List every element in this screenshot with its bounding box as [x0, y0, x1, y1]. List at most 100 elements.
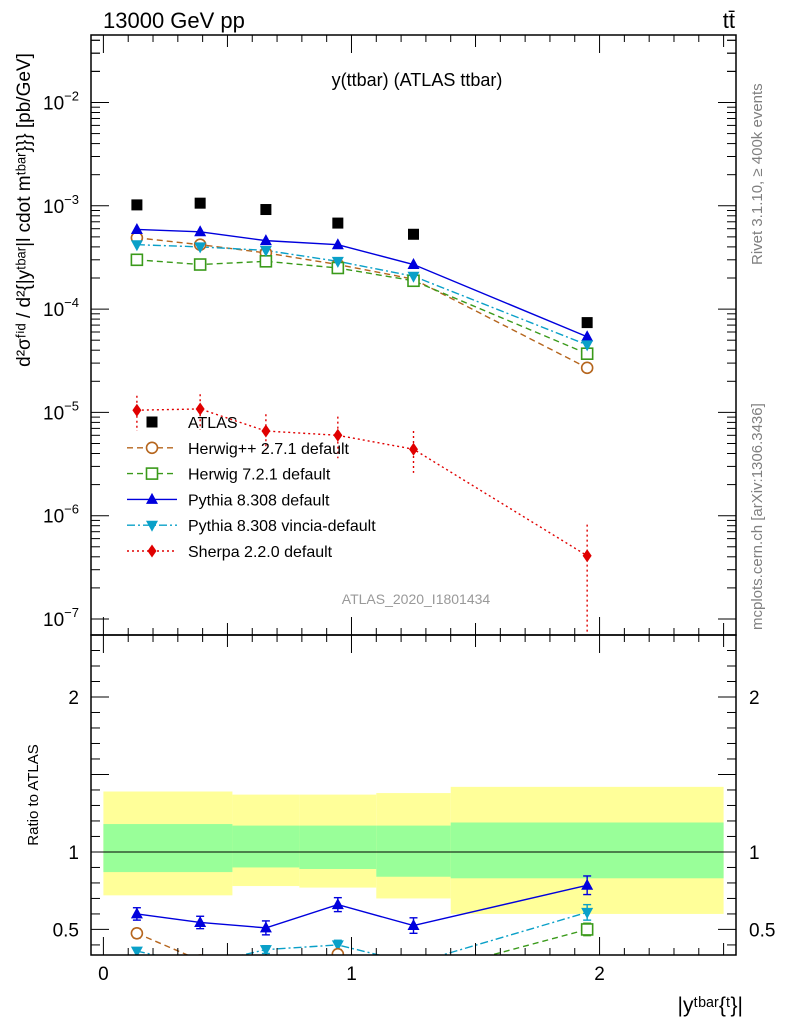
main-marker-3	[331, 238, 344, 250]
legend-marker	[147, 544, 157, 558]
ratio-y-tick-label-left: 0.5	[53, 920, 79, 941]
rivet-version-label: Rivet 3.1.10, ≥ 400k events	[749, 83, 766, 265]
ratio-x-tick-label: 1	[346, 964, 357, 985]
ratio-y-axis-label: Ratio to ATLAS	[25, 744, 42, 845]
main-marker-4	[331, 256, 344, 268]
main-series-line-2	[136, 259, 588, 355]
main-y-tick-label: 10−6	[43, 502, 79, 528]
ratio-marker-2	[196, 954, 204, 955]
main-y-tick-label: 10−3	[43, 192, 79, 218]
legend-marker	[145, 441, 159, 455]
ratio-marker-0	[407, 919, 420, 931]
main-marker-5	[195, 402, 205, 416]
x-axis-label: |yᵗᵇᵃʳ{ᵗ}|	[678, 994, 743, 1017]
main-y-tick-label: 10−2	[43, 88, 79, 114]
ratio-y-tick-label-right: 2	[749, 688, 760, 709]
ratio-marker-1	[130, 946, 143, 955]
ratio-series-line-1	[136, 911, 588, 955]
legend-marker	[146, 520, 158, 532]
legend-marker	[146, 416, 158, 428]
main-marker-4	[581, 340, 594, 352]
ratio-band-inner	[376, 825, 451, 877]
legend-entry-label: Pythia 8.308 vincia-default	[188, 518, 376, 535]
mcplots-label: mcplots.cern.ch [arXiv:1306.3436]	[749, 403, 766, 630]
legend-entry-label: Herwig++ 2.7.1 default	[188, 441, 350, 458]
main-marker-0	[332, 217, 344, 229]
ratio-x-tick-label: 0	[98, 964, 109, 985]
main-marker-4	[407, 271, 420, 283]
main-y-tick-label: 10−7	[43, 605, 79, 631]
ratio-band-inner	[232, 825, 300, 868]
analysis-watermark: ATLAS_2020_I1801434	[342, 591, 491, 607]
main-marker-5	[132, 403, 142, 417]
main-marker-0	[408, 228, 419, 240]
ratio-marker-3	[332, 970, 343, 981]
ratio-band-inner	[450, 822, 724, 879]
ratio-marker-2	[331, 947, 345, 955]
ratio-marker-2	[582, 970, 593, 981]
ratio-marker-1	[408, 959, 420, 970]
ratio-marker-2	[260, 963, 271, 974]
ratio-marker-3	[408, 970, 419, 981]
main-series-line-1	[136, 237, 588, 369]
ratio-marker-1	[331, 940, 344, 952]
main-marker-3	[259, 234, 272, 246]
ratio-x-tick-label: 2	[594, 964, 605, 985]
ratio-tick-labels: 0.5 0.5 1 1 2 2 0 1 2	[53, 688, 776, 985]
main-marker-3	[581, 330, 594, 342]
ratio-axis-ticks	[91, 634, 736, 955]
main-marker-2	[193, 258, 207, 271]
legend-entry-label: Herwig 7.2.1 default	[188, 467, 331, 484]
ratio-y-tick-label-right: 1	[749, 843, 760, 864]
ratio-marker-0	[331, 898, 344, 910]
main-plot: 10−7 10−6 10−5 10−4 10−3 10−2 y(ttbar) (ATLAS…	[14, 34, 737, 636]
main-marker-3	[407, 258, 420, 270]
main-marker-5	[582, 549, 592, 563]
main-marker-2	[130, 253, 144, 267]
main-marker-5	[261, 424, 271, 438]
main-y-tick-labels: 10−7 10−6 10−5 10−4 10−3 10−2	[43, 88, 79, 631]
main-axis-ticks	[91, 35, 736, 635]
legend-marker	[145, 467, 159, 480]
ratio-plot: 0.5 0.5 1 1 2 2 0 1 2 Ratio to ATLAS |yᵗᵇᵃʳ{ᵗ}|	[25, 634, 776, 1017]
ratio-marker-1	[581, 907, 594, 919]
ratio-marker-0	[259, 921, 272, 933]
legend-entry-label: ATLAS	[188, 415, 238, 432]
main-marker-0	[581, 317, 593, 329]
ratio-series-line-3	[488, 928, 588, 955]
main-y-tick-label: 10−4	[43, 295, 79, 321]
ratio-marker-0	[581, 878, 594, 890]
main-series-line-4	[136, 244, 588, 346]
main-marker-5	[409, 442, 418, 456]
main-marker-1	[580, 361, 594, 375]
process-label: tt̄	[723, 8, 735, 33]
legend-entry-label: Sherpa 2.2.0 default	[188, 544, 333, 561]
main-markers	[130, 197, 594, 563]
legend-marker	[146, 492, 158, 504]
legend-entry-label: Pythia 8.308 default	[188, 492, 330, 509]
main-marker-5	[333, 428, 343, 442]
ratio-y-tick-label-left: 1	[68, 843, 79, 864]
ratio-marker-3	[260, 970, 271, 981]
ratio-marker-3	[195, 970, 206, 981]
ratio-marker-2	[130, 927, 144, 940]
main-marker-3	[130, 222, 143, 234]
ratio-uncertainty-bands	[103, 786, 724, 914]
main-series-lines	[136, 228, 588, 557]
main-marker-2	[259, 255, 273, 268]
main-marker-4	[130, 240, 143, 252]
ratio-marker-3	[580, 923, 594, 936]
ratio-markers	[130, 878, 594, 981]
legend: ATLAS Herwig++ 2.7.1 default Herwig 7.2.1 …	[127, 415, 376, 561]
ratio-marker-0	[194, 915, 207, 927]
ratio-marker-1	[259, 945, 272, 955]
main-marker-0	[131, 199, 143, 211]
main-y-axis-label: d²σᶠⁱᵈ / d²{|yᵗᵇᵃʳ|l cdot mᵗᵇᵃʳ}}} [pb/G…	[14, 53, 35, 367]
energy-label: 13000 GeV pp	[103, 8, 245, 33]
main-series-line-5	[136, 408, 588, 557]
main-title: y(ttbar) (ATLAS ttbar)	[332, 70, 503, 90]
main-series-line-3	[136, 228, 588, 338]
ratio-band-inner	[299, 825, 377, 869]
ratio-frame	[90, 634, 737, 956]
